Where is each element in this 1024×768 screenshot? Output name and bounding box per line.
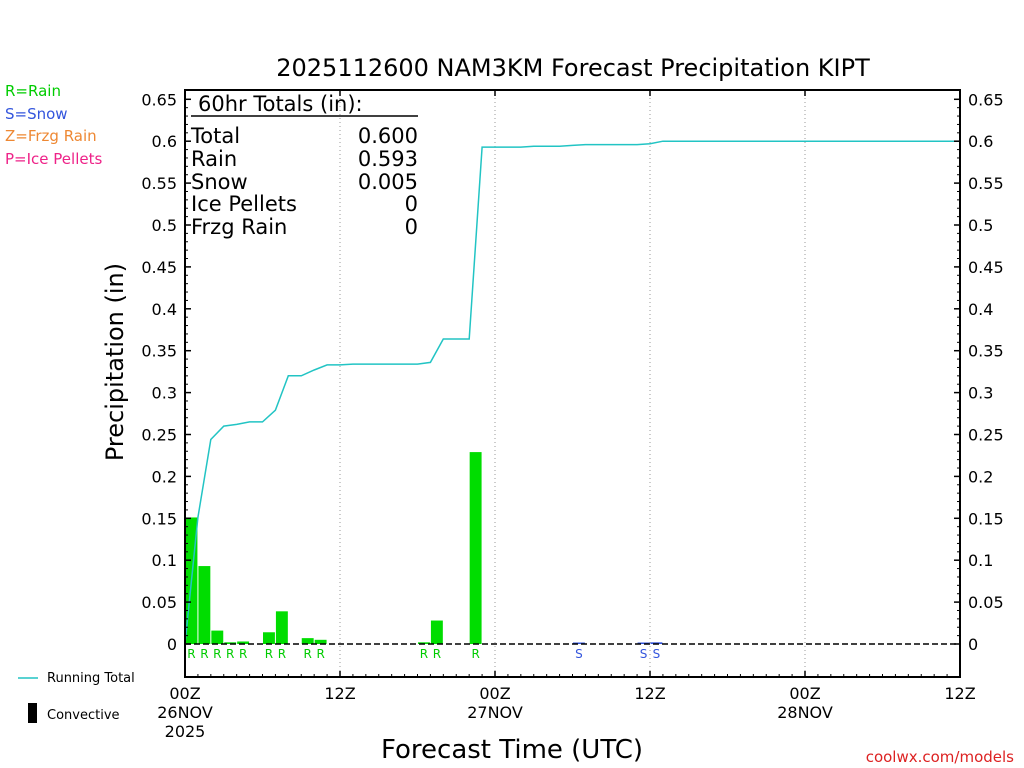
precip-bar (637, 642, 650, 644)
legend-frzg-rain: Z=Frzg Rain (5, 127, 97, 145)
series-legend: Running Total Convective (18, 671, 135, 723)
precip-type-label: R (278, 647, 286, 661)
totals-value-ice-pellets: 0 (405, 192, 418, 216)
precip-type-label: S (640, 647, 648, 661)
precip-bar (275, 611, 288, 644)
y-tick-label-right: 0.25 (968, 426, 1004, 445)
totals-header: 60hr Totals (in): (198, 92, 363, 116)
precip-bar (237, 641, 250, 644)
precip-bar (263, 632, 275, 644)
x-tick-label: 12Z (634, 684, 665, 703)
y-tick-label-left: 0.35 (141, 342, 177, 361)
convective-legend-label: Convective (47, 708, 120, 723)
precip-bar (650, 642, 663, 644)
type-legend: R=Rain S=Snow Z=Frzg Rain P=Ice Pellets (5, 82, 102, 168)
x-tick-label: 00Z (789, 684, 820, 703)
precip-bar (198, 566, 211, 644)
precip-bar (211, 630, 224, 644)
totals-label-rain: Rain (191, 147, 237, 171)
totals-value-rain: 0.593 (358, 147, 418, 171)
y-tick-label-right: 0.35 (968, 342, 1004, 361)
y-tick-label-right: 0 (968, 635, 978, 654)
precip-type-label: S (653, 647, 661, 661)
y-tick-label-left: 0.2 (152, 467, 177, 486)
y-tick-label-right: 0.2 (968, 467, 993, 486)
x-axis-label: Forecast Time (UTC) (381, 735, 643, 765)
precip-bar (314, 639, 327, 644)
totals-label-total: Total (190, 124, 240, 148)
y-tick-label-left: 0.05 (141, 593, 177, 612)
y-tick-label-right: 0.65 (968, 90, 1004, 109)
totals-value-snow: 0.005 (358, 170, 418, 194)
precip-type-label: R (200, 647, 208, 661)
totals-value-total: 0.600 (358, 124, 418, 148)
plot-frame (184, 89, 961, 678)
totals-label-ice-pellets: Ice Pellets (191, 192, 297, 216)
x-tick-label: 12Z (324, 684, 355, 703)
precip-type-label: R (420, 647, 428, 661)
precip-type-label: R (226, 647, 234, 661)
x-tick-label: 00Z (169, 684, 200, 703)
x-tick-label: 2025 (165, 722, 206, 741)
y-tick-label-left: 0.4 (152, 300, 177, 319)
precip-bar (469, 452, 482, 644)
running-total-line (184, 140, 960, 645)
precip-bar (573, 642, 585, 644)
y-tick-label-right: 0.45 (968, 258, 1004, 277)
precip-type-label: R (265, 647, 273, 661)
precip-type-label: R (304, 647, 312, 661)
y-tick-label-left: 0.45 (141, 258, 177, 277)
y-tick-label-left: 0.6 (152, 132, 177, 151)
precip-type-label: R (239, 647, 247, 661)
y-tick-label-right: 0.55 (968, 174, 1004, 193)
x-tick-label: 12Z (944, 684, 975, 703)
precip-bar (418, 642, 430, 644)
legend-rain: R=Rain (5, 82, 61, 100)
y-tick-label-left: 0.1 (152, 551, 177, 570)
y-tick-label-right: 0.05 (968, 593, 1004, 612)
y-axis-label: Precipitation (in) (101, 263, 129, 461)
precip-bar (430, 620, 443, 644)
totals-label-snow: Snow (191, 170, 248, 194)
credit-text: coolwx.com/models (866, 748, 1014, 766)
y-tick-label-left: 0.5 (152, 216, 177, 235)
running-total-legend-label: Running Total (47, 671, 135, 686)
totals-label-frzg-rain: Frzg Rain (191, 215, 287, 239)
x-tick-label: 26NOV (157, 703, 213, 722)
precip-type-label: S (575, 647, 583, 661)
totals-box: 60hr Totals (in): Total 0.600 Rain 0.593… (190, 92, 418, 239)
y-tick-label-left: 0.65 (141, 90, 177, 109)
y-tick-label-right: 0.4 (968, 300, 993, 319)
precip-type-label: R (433, 647, 441, 661)
y-tick-label-left: 0.3 (152, 384, 177, 403)
convective-swatch (28, 703, 37, 723)
precip-type-label: R (213, 647, 221, 661)
precip-bar (301, 638, 314, 644)
y-tick-label-left: 0 (167, 635, 177, 654)
y-tick-label-right: 0.3 (968, 384, 993, 403)
precip-type-label: R (471, 647, 479, 661)
precip-type-label: R (187, 647, 195, 661)
totals-value-frzg-rain: 0 (405, 215, 418, 239)
x-tick-label: 27NOV (467, 703, 523, 722)
y-tick-label-right: 0.5 (968, 216, 993, 235)
legend-snow: S=Snow (5, 105, 68, 123)
x-tick-label: 00Z (479, 684, 510, 703)
x-tick-label: 28NOV (777, 703, 833, 722)
y-tick-label-right: 0.15 (968, 509, 1004, 528)
precip-type-label: R (316, 647, 324, 661)
y-tick-label-left: 0.15 (141, 509, 177, 528)
line-layer (184, 140, 960, 645)
legend-ice-pellets: P=Ice Pellets (5, 150, 102, 168)
y-tick-label-left: 0.25 (141, 426, 177, 445)
y-tick-label-right: 0.6 (968, 132, 993, 151)
precip-bar (224, 642, 237, 644)
y-tick-label-right: 0.1 (968, 551, 993, 570)
y-tick-label-left: 0.55 (141, 174, 177, 193)
chart-title: 2025112600 NAM3KM Forecast Precipitation… (276, 54, 870, 82)
